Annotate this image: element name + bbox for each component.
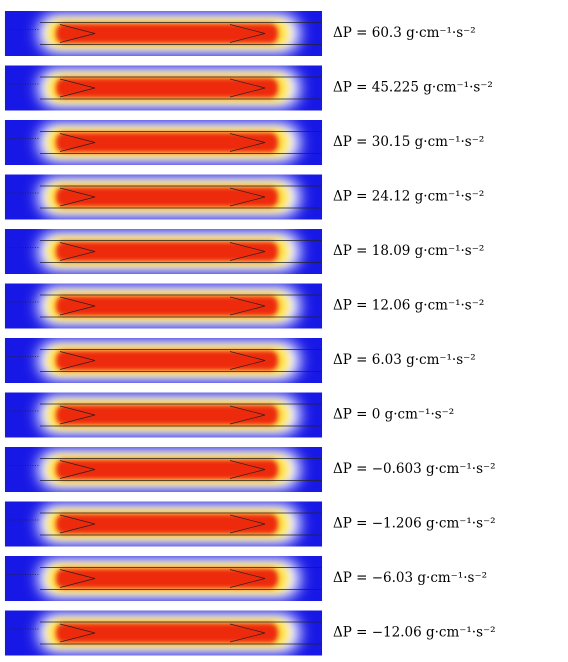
pressure-label: ΔP = −1.206 g·cm⁻¹·s⁻²	[333, 516, 496, 532]
core	[56, 568, 278, 589]
outlet	[229, 351, 266, 370]
heatmap-panel	[5, 392, 322, 438]
inlet	[59, 460, 96, 479]
outlet	[229, 133, 266, 152]
heatmap-panel	[5, 120, 322, 165]
inlet	[59, 405, 96, 425]
heatmap-panel	[5, 501, 322, 547]
heatmap-panel	[5, 338, 322, 383]
pressure-label: ΔP = 45.225 g·cm⁻¹·s⁻²	[333, 80, 493, 96]
heatmap-panel	[5, 11, 322, 56]
pressure-label: ΔP = −0.603 g·cm⁻¹·s⁻²	[333, 461, 496, 477]
inlet	[59, 78, 96, 98]
core	[56, 187, 278, 207]
inlet	[59, 242, 96, 261]
pressure-label: ΔP = 60.3 g·cm⁻¹·s⁻²	[333, 25, 476, 41]
core	[56, 514, 278, 534]
outlet	[229, 460, 266, 479]
outlet	[229, 187, 266, 207]
inlet	[59, 296, 96, 316]
inlet	[59, 187, 96, 207]
inlet	[59, 569, 96, 588]
outlet	[229, 242, 266, 261]
inlet	[59, 24, 96, 43]
outlet	[229, 514, 266, 534]
heatmap-panel	[5, 65, 322, 111]
inlet	[59, 623, 96, 643]
outlet	[229, 296, 266, 316]
pressure-label: ΔP = 18.09 g·cm⁻¹·s⁻²	[333, 243, 484, 259]
outlet	[229, 78, 266, 98]
core	[56, 623, 278, 643]
heatmap-panel	[5, 610, 322, 656]
outlet	[229, 623, 266, 643]
heatmap-panel	[5, 229, 322, 274]
inlet	[59, 351, 96, 370]
pressure-label: ΔP = 24.12 g·cm⁻¹·s⁻²	[333, 189, 484, 205]
heatmap-panel	[5, 447, 322, 492]
core	[56, 241, 278, 262]
outlet	[229, 405, 266, 425]
inlet	[59, 133, 96, 152]
pressure-label: ΔP = 12.06 g·cm⁻¹·s⁻²	[333, 298, 484, 314]
pressure-label: ΔP = 6.03 g·cm⁻¹·s⁻²	[333, 352, 476, 368]
heatmap-panel	[5, 556, 322, 601]
inlet	[59, 514, 96, 534]
core	[56, 296, 278, 316]
core	[56, 350, 278, 371]
pressure-label: ΔP = 0 g·cm⁻¹·s⁻²	[333, 407, 454, 423]
outlet	[229, 24, 266, 43]
pressure-label: ΔP = 30.15 g·cm⁻¹·s⁻²	[333, 134, 484, 150]
core	[56, 405, 278, 425]
core	[56, 78, 278, 98]
heatmap-panel	[5, 174, 322, 220]
outlet	[229, 569, 266, 588]
pressure-label: ΔP = −6.03 g·cm⁻¹·s⁻²	[333, 570, 487, 586]
core	[56, 459, 278, 480]
core	[56, 132, 278, 153]
pressure-label: ΔP = −12.06 g·cm⁻¹·s⁻²	[333, 625, 496, 641]
core	[56, 23, 278, 44]
heatmap-panel	[5, 283, 322, 329]
